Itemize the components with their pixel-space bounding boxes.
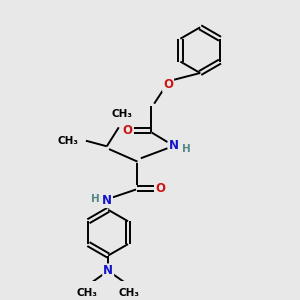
Text: N: N (102, 194, 112, 207)
Text: N: N (103, 264, 113, 278)
Text: CH₃: CH₃ (118, 288, 140, 298)
Text: O: O (163, 79, 173, 92)
Text: CH₃: CH₃ (77, 288, 98, 298)
Text: N: N (169, 139, 179, 152)
Text: CH₃: CH₃ (112, 109, 133, 119)
Text: H: H (91, 194, 100, 204)
Text: O: O (123, 124, 133, 137)
Text: CH₃: CH₃ (57, 136, 78, 146)
Text: O: O (156, 182, 166, 195)
Text: H: H (182, 144, 190, 154)
